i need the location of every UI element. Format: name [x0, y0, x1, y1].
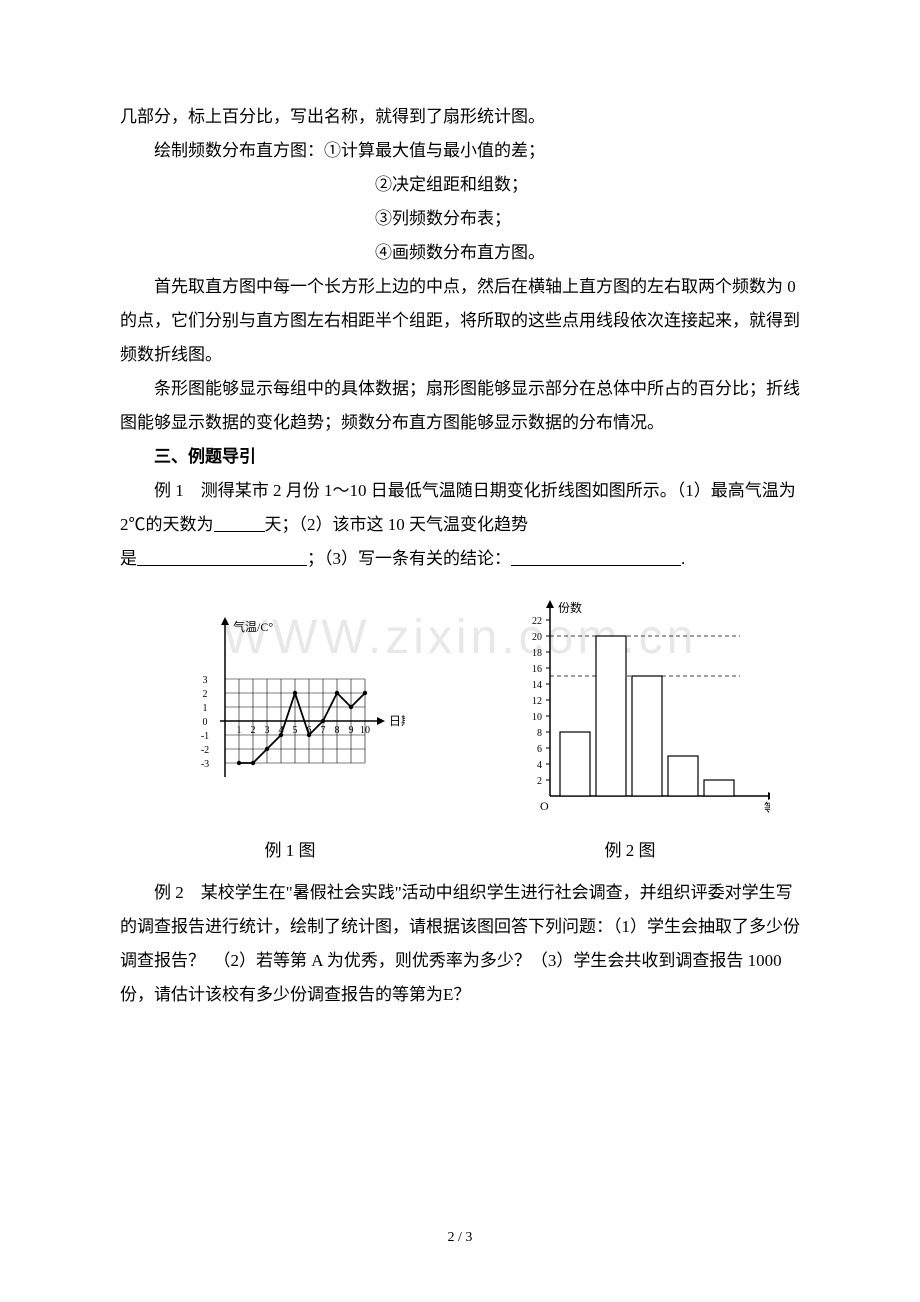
svg-text:2: 2	[251, 725, 256, 736]
svg-text:2: 2	[203, 689, 208, 700]
svg-text:1: 1	[203, 703, 208, 714]
svg-text:份数: 份数	[558, 600, 582, 615]
para-6: 首先取直方图中每一个长方形上边的中点，然后在横轴上直方图的左右取两个频数为 0 …	[120, 270, 800, 372]
bar-chart-reports: 2 4 6 8 10 12 14 16 18 20 22 份数等第 O	[490, 596, 770, 826]
blank-conclusion	[511, 546, 681, 566]
svg-text:14: 14	[532, 680, 542, 691]
svg-text:4: 4	[537, 760, 542, 771]
captions: 例 1 图 例 2 图	[120, 834, 800, 868]
heading-3: 三、例题导引	[120, 440, 800, 474]
svg-text:6: 6	[537, 744, 542, 755]
svg-text:3: 3	[203, 675, 208, 686]
svg-text:日期/日: 日期/日	[389, 714, 405, 728]
para-4: ③列频数分布表；	[120, 202, 800, 236]
svg-text:气温/C°: 气温/C°	[233, 619, 273, 634]
svg-text:2: 2	[537, 776, 542, 787]
svg-text:8: 8	[537, 728, 542, 739]
caption-2: 例 2 图	[605, 834, 656, 868]
ex1-text-c: 是	[120, 549, 137, 568]
svg-text:5: 5	[293, 725, 298, 736]
ex1-text-d: ；（3）写一条有关的结论：	[307, 549, 511, 568]
ex1-text-b: 天；（2）该市这 10 天气温变化趋势	[265, 515, 529, 534]
line-chart-temperature: -3-2-1012312345678910气温/C°日期/日	[175, 616, 405, 826]
example-2: 例 2 某校学生在"暑假社会实践"活动中组织学生进行社会调查，并组织评委对学生写…	[120, 876, 800, 1012]
caption-1: 例 1 图	[265, 834, 316, 868]
svg-text:1: 1	[237, 725, 242, 736]
svg-text:-3: -3	[201, 759, 209, 770]
svg-text:7: 7	[321, 725, 326, 736]
para-1: 几部分，标上百分比，写出名称，就得到了扇形统计图。	[120, 100, 800, 134]
para-5: ④画频数分布直方图。	[120, 236, 800, 270]
svg-text:O: O	[540, 799, 549, 813]
blank-trend	[137, 546, 307, 566]
svg-text:16: 16	[532, 664, 542, 675]
svg-text:18: 18	[532, 648, 542, 659]
para-2: 绘制频数分布直方图：①计算最大值与最小值的差；	[120, 134, 800, 168]
page-number: 2 / 3	[0, 1224, 920, 1252]
document-body: 几部分，标上百分比，写出名称，就得到了扇形统计图。 绘制频数分布直方图：①计算最…	[120, 100, 800, 1012]
svg-text:8: 8	[335, 725, 340, 736]
para-3: ②决定组距和组数；	[120, 168, 800, 202]
svg-text:0: 0	[203, 717, 208, 728]
svg-text:10: 10	[360, 725, 370, 736]
svg-text:-1: -1	[201, 731, 209, 742]
para-7: 条形图能够显示每组中的具体数据；扇形图能够显示部分在总体中所占的百分比；折线图能…	[120, 372, 800, 440]
svg-text:22: 22	[532, 616, 542, 627]
svg-text:3: 3	[265, 725, 270, 736]
example-1: 例 1 测得某市 2 月份 1～10 日最低气温随日期变化折线图如图所示。（1）…	[120, 474, 800, 576]
svg-text:-2: -2	[201, 745, 209, 756]
charts-row: -3-2-1012312345678910气温/C°日期/日 246810121…	[120, 596, 800, 826]
svg-text:等第: 等第	[764, 801, 770, 815]
svg-text:20: 20	[532, 632, 542, 643]
svg-text:10: 10	[532, 712, 542, 723]
svg-text:9: 9	[349, 725, 354, 736]
svg-text:12: 12	[532, 696, 542, 707]
blank-days	[214, 512, 265, 532]
